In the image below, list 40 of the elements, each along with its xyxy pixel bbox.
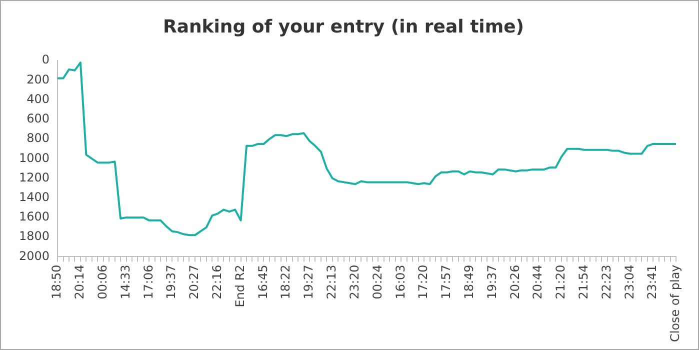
x-tick-label: 14:33 — [118, 264, 132, 300]
x-tick-label: 16:03 — [393, 264, 408, 300]
x-tick-label: 20:14 — [72, 264, 87, 300]
x-tick-label: 20:26 — [508, 264, 522, 300]
x-tick-label: 19:37 — [164, 264, 178, 300]
x-tick-label: 20:27 — [187, 264, 202, 300]
x-tick-label: 17:06 — [141, 264, 156, 300]
y-tick-label: 1400 — [18, 190, 50, 204]
x-tick-label: 18:22 — [278, 264, 293, 300]
y-tick-label: 2000 — [18, 248, 50, 263]
x-tick-label: 22:16 — [210, 264, 224, 300]
x-tick-label: 18:49 — [462, 264, 476, 300]
x-tick-label: 23:04 — [622, 264, 636, 300]
y-tick-label: 1000 — [18, 150, 50, 165]
x-tick-label: 23:41 — [645, 264, 660, 300]
x-tick-label: 19:37 — [484, 264, 499, 300]
x-tick-label: 22:13 — [324, 264, 339, 300]
y-tick-label: 0 — [42, 52, 50, 67]
x-tick-label: 21:20 — [554, 264, 568, 300]
x-tick-label: 00:06 — [95, 264, 110, 300]
y-tick-label: 600 — [26, 112, 50, 126]
x-tick-label: 19:27 — [302, 264, 316, 300]
x-tick-label: 16:45 — [256, 264, 270, 300]
chart-title: Ranking of your entry (in real time) — [162, 16, 524, 38]
y-tick-label: 1800 — [18, 229, 50, 244]
y-tick-label: 400 — [26, 92, 50, 106]
y-tick-label: 800 — [26, 131, 50, 146]
x-tick-label: 17:20 — [416, 264, 430, 300]
x-tick-label: End R2 — [232, 264, 247, 308]
x-tick-label: Close of play — [668, 264, 682, 342]
y-tick-label: 1200 — [18, 170, 50, 184]
x-tick-label: 22:23 — [599, 264, 614, 300]
x-tick-label: 00:24 — [370, 264, 384, 300]
x-tick-label: 21:54 — [576, 264, 590, 300]
x-tick-label: 17:57 — [439, 264, 454, 300]
x-tick-label: 23:20 — [347, 264, 362, 300]
y-tick-label: 200 — [26, 72, 50, 86]
x-tick-label: 18:50 — [50, 264, 64, 300]
y-tick-label: 1600 — [18, 210, 50, 224]
x-tick-label: 20:44 — [530, 264, 545, 300]
